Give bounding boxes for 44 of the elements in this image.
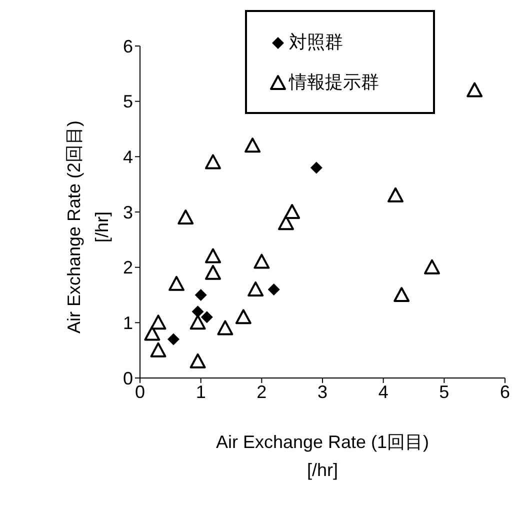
- x-axis-title: Air Exchange Rate (1回目) [/hr]: [214, 431, 430, 482]
- y-tick-label: 5: [122, 92, 133, 112]
- point: [278, 215, 294, 230]
- y-tick-label: 1: [122, 313, 133, 334]
- point: [200, 311, 213, 324]
- point: [217, 320, 234, 336]
- point: [268, 283, 280, 296]
- point: [190, 353, 206, 368]
- x-tick-label: 2: [256, 382, 267, 402]
- point: [194, 289, 207, 301]
- point: [388, 187, 404, 202]
- point: [178, 210, 194, 225]
- point: [394, 287, 410, 302]
- point: [248, 281, 264, 296]
- point: [205, 248, 221, 264]
- point: [244, 138, 261, 153]
- x-tick-label: 5: [439, 382, 450, 402]
- point: [190, 314, 206, 330]
- x-tick-label: 3: [317, 382, 328, 402]
- point: [144, 326, 160, 341]
- point: [150, 342, 166, 358]
- y-axis-title: Air Exchange Rate (2回目) [/hr]: [63, 119, 113, 336]
- y-tick-label: 2: [122, 258, 133, 278]
- point: [254, 254, 270, 269]
- point: [150, 314, 166, 330]
- point: [466, 82, 483, 98]
- point: [192, 306, 204, 318]
- x-tick-label: 4: [378, 382, 388, 402]
- y-tick-label: 3: [122, 202, 133, 222]
- x-tick-label: 1: [196, 382, 206, 402]
- point: [310, 162, 322, 174]
- point: [205, 154, 221, 170]
- legend-label: 情報提示群: [289, 72, 379, 92]
- y-tick-label: 0: [122, 368, 133, 388]
- point: [168, 276, 184, 291]
- point: [424, 259, 440, 274]
- legend-label: 対照群: [289, 32, 343, 52]
- y-tick-label: 6: [122, 36, 133, 56]
- point: [205, 264, 221, 280]
- point: [284, 204, 300, 219]
- x-tick-label: 6: [500, 382, 510, 402]
- point: [235, 309, 252, 324]
- y-tick-label: 4: [122, 147, 133, 168]
- point: [167, 333, 180, 346]
